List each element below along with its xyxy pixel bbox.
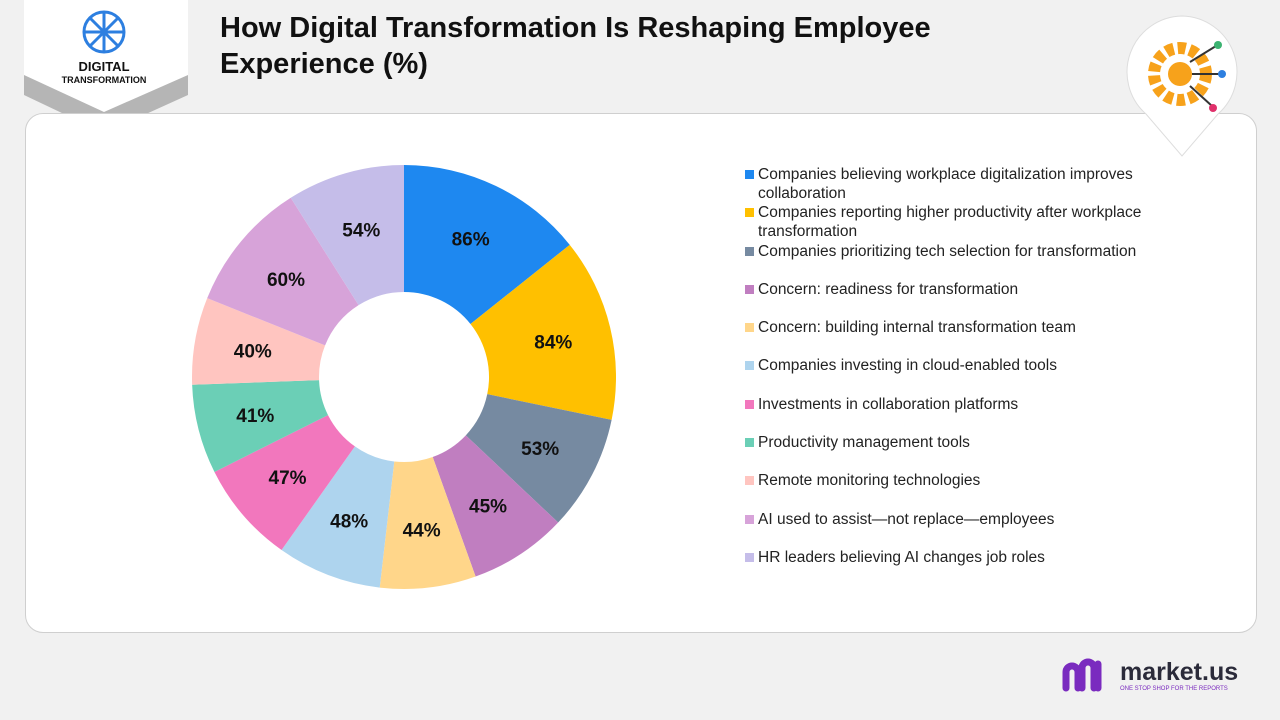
- slice: [281, 446, 395, 588]
- data-label: 40%: [234, 342, 272, 363]
- data-label: 47%: [269, 468, 307, 489]
- legend-swatch: [745, 361, 754, 371]
- legend-label: Concern: readiness for transformation: [758, 280, 1019, 298]
- legend-swatch: [745, 476, 754, 486]
- legend-label: Remote monitoring technologies: [758, 472, 981, 490]
- icon: [1126, 15, 1238, 157]
- legend-label: Companies investing in cloud-enabled too…: [758, 357, 1057, 375]
- legend-swatch: [745, 399, 754, 409]
- legend-swatch: [745, 246, 754, 256]
- legend-label: Companies prioritizing tech selection fo…: [758, 242, 1137, 260]
- slice: [290, 165, 404, 306]
- legend-label: Concern: building internal transformatio…: [758, 319, 1076, 337]
- donut-chart: 86% 84% 53% 45% 44% 48% 47% 41% 40% 60% 54%: [192, 165, 616, 589]
- data-label: 60%: [267, 270, 305, 291]
- slice: [404, 165, 570, 325]
- legend-item: Concern: readiness for transformation: [745, 280, 1145, 318]
- legend-item: Companies believing workplace digitaliza…: [745, 165, 1145, 203]
- data-label: 44%: [403, 520, 441, 541]
- legend-swatch: [745, 514, 754, 524]
- logo-text: DIGITAL: [78, 59, 129, 74]
- logo-text: TRANSFORMATION: [62, 75, 147, 85]
- slice: [214, 415, 355, 551]
- slice: [207, 197, 359, 346]
- brand: market.us ONE STOP SHOP FOR THE REPORTS: [1062, 658, 1238, 692]
- legend-item: AI used to assist—not replace—employees: [745, 510, 1145, 548]
- legend-swatch: [745, 284, 754, 294]
- legend-item: Remote monitoring technologies: [745, 471, 1145, 509]
- legend-swatch: [745, 208, 754, 218]
- legend-item: Companies reporting higher productivity …: [745, 203, 1145, 241]
- legend: Companies believing workplace digitaliza…: [745, 165, 1145, 586]
- legend-item: Concern: building internal transformatio…: [745, 318, 1145, 356]
- data-label: 53%: [521, 439, 559, 460]
- legend-item: Productivity management tools: [745, 433, 1145, 471]
- data-label: 84%: [534, 332, 572, 353]
- legend-label: Companies believing workplace digitaliza…: [758, 166, 1133, 202]
- legend-label: Companies reporting higher productivity …: [758, 204, 1142, 241]
- legend-item: Companies prioritizing tech selection fo…: [745, 242, 1145, 280]
- data-label: 86%: [452, 230, 490, 251]
- slice: [192, 380, 329, 472]
- legend-swatch: [745, 323, 754, 333]
- slice: [379, 457, 476, 589]
- data-label: 54%: [342, 221, 380, 242]
- legend-label: Investments in collaboration platforms: [758, 395, 1019, 413]
- slice: [192, 298, 326, 385]
- slice: [432, 435, 559, 577]
- legend-swatch: [745, 170, 754, 179]
- legend-item: HR leaders believing AI changes job role…: [745, 548, 1145, 586]
- brand-name: market.us: [1120, 658, 1238, 686]
- logo: DIGITAL TRANSFORMATION: [24, 0, 188, 133]
- data-label: 41%: [236, 406, 274, 427]
- legend-label: HR leaders believing AI changes job role…: [758, 548, 1045, 566]
- legend-swatch: [745, 438, 754, 448]
- slice: [465, 394, 612, 523]
- legend-label: AI used to assist—not replace—employees: [758, 510, 1055, 528]
- data-label: 48%: [330, 511, 368, 532]
- slice: [470, 244, 616, 420]
- legend-item: Investments in collaboration platforms: [745, 395, 1145, 433]
- legend-item: Companies investing in cloud-enabled too…: [745, 356, 1145, 394]
- data-label: 45%: [469, 496, 507, 517]
- legend-swatch: [745, 552, 754, 562]
- legend-label: Productivity management tools: [758, 434, 970, 452]
- brand-tagline: ONE STOP SHOP FOR THE REPORTS: [1120, 686, 1228, 692]
- chart-title: How Digital Transformation Is Reshaping …: [220, 12, 931, 80]
